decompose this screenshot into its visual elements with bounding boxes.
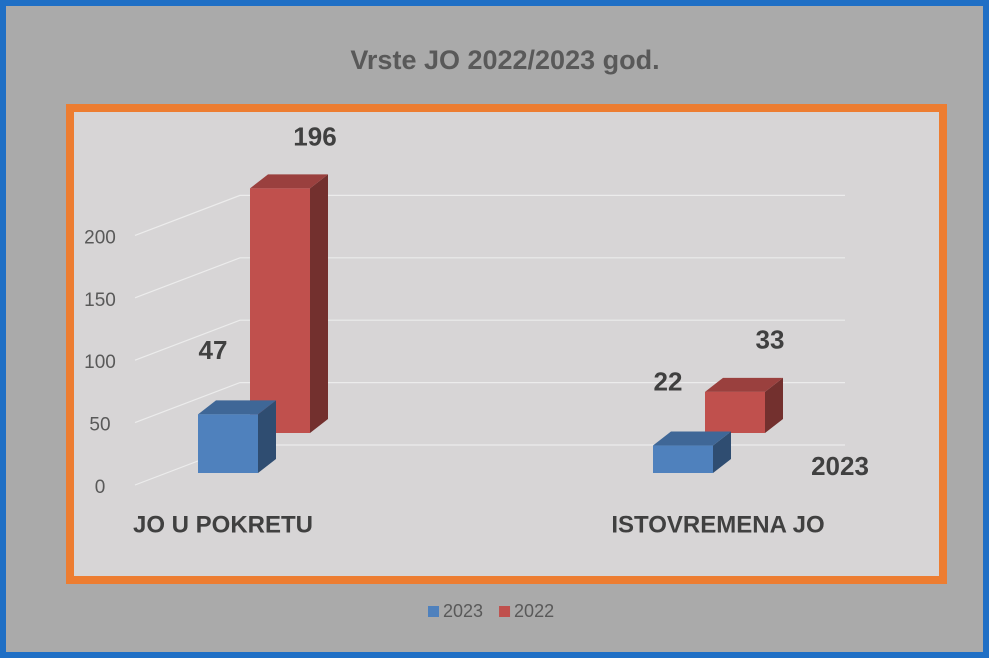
y-tick-label: 100 [84, 352, 116, 373]
y-tick-label: 150 [84, 290, 116, 311]
bar-side [765, 377, 783, 433]
data-label: 196 [293, 121, 336, 151]
chart-title: Vrste JO 2022/2023 god. [350, 45, 659, 75]
grid-line [134, 257, 845, 299]
bar [653, 445, 713, 473]
grid-line [134, 382, 845, 424]
x-tick-label: JO U POKRETU [133, 511, 313, 538]
bar-top [705, 377, 783, 392]
y-tick-label: 200 [84, 227, 116, 248]
y-tick-label: 0 [95, 477, 106, 498]
grid-line [134, 319, 845, 361]
grid-line [134, 194, 845, 236]
bar-top [250, 174, 328, 189]
bar [198, 414, 258, 473]
legend-swatch [428, 606, 439, 617]
data-label: 47 [199, 335, 228, 365]
annotation: 2023 [811, 451, 869, 481]
bar-side [310, 174, 328, 433]
bar-side [258, 400, 276, 473]
legend-label: 2022 [514, 601, 554, 621]
y-tick-label: 50 [89, 415, 110, 436]
bar [705, 391, 765, 433]
x-tick-label: ISTOVREMENA JO [611, 511, 824, 538]
bar-top [198, 400, 276, 415]
plot-frame [66, 104, 947, 584]
bar [250, 188, 310, 433]
bar-top [653, 431, 731, 446]
legend-label: 2023 [443, 601, 483, 621]
data-label: 33 [756, 325, 785, 355]
bar-side [713, 431, 731, 473]
legend-swatch [499, 606, 511, 617]
data-label: 22 [654, 366, 683, 396]
